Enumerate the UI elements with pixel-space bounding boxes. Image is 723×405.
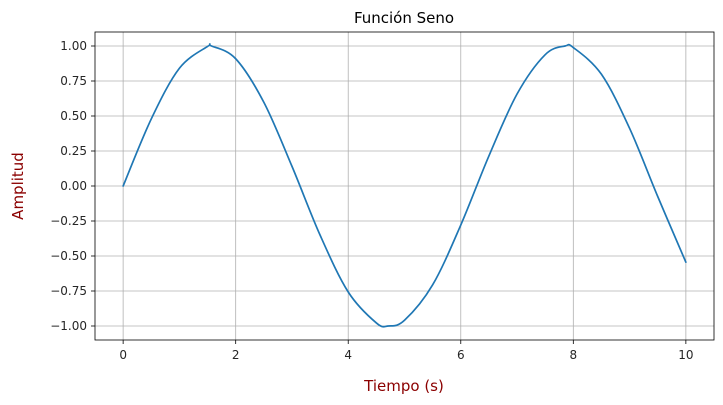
x-axis-label: Tiempo (s) [363, 377, 444, 395]
x-tick-label: 6 [457, 348, 465, 362]
y-tick-label: −1.00 [50, 319, 87, 333]
y-tick-label: 0.50 [60, 109, 87, 123]
x-tick-label: 8 [569, 348, 577, 362]
y-axis-label: Amplitud [9, 152, 27, 220]
y-tick-label: −0.25 [50, 214, 87, 228]
y-tick-label: 1.00 [60, 39, 87, 53]
x-tick-label: 4 [344, 348, 352, 362]
x-tick-label: 2 [232, 348, 240, 362]
y-tick-label: −0.50 [50, 249, 87, 263]
x-axis: 0 2 4 6 8 10 [119, 340, 694, 362]
y-tick-label: 0.00 [60, 179, 87, 193]
y-tick-label: 0.25 [60, 144, 87, 158]
x-tick-label: 10 [678, 348, 693, 362]
x-tick-label: 0 [119, 348, 127, 362]
y-tick-label: −0.75 [50, 284, 87, 298]
chart-title: Función Seno [354, 9, 454, 27]
series-layer [122, 43, 687, 328]
sine-series-line [122, 43, 687, 328]
grid [95, 32, 714, 340]
y-tick-label: 0.75 [60, 74, 87, 88]
y-axis: 1.00 0.75 0.50 0.25 0.00 −0.25 −0.50 −0.75 −1.00 [50, 39, 95, 333]
